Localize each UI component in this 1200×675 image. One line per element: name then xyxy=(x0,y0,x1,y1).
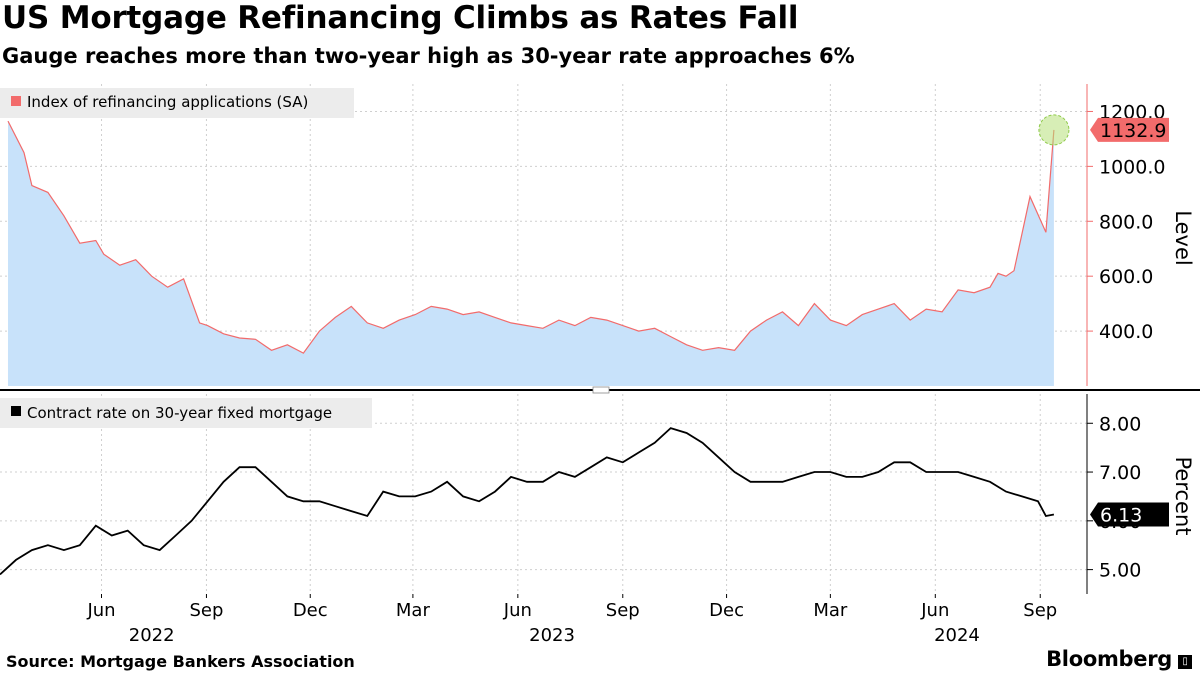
x-tick-label: Sep xyxy=(606,600,640,621)
x-year-label: 2024 xyxy=(934,625,980,646)
x-tick-label: Sep xyxy=(1023,600,1057,621)
rate-tick-label: 8.00 xyxy=(1099,413,1141,435)
rate-line xyxy=(0,427,1055,576)
refi-last-value-label: 1132.9 xyxy=(1100,120,1166,142)
rate-last-value-tag xyxy=(1090,502,1169,527)
x-year-label: 2022 xyxy=(129,625,175,646)
x-tick-label: Mar xyxy=(813,600,848,621)
refi-legend-box xyxy=(0,88,354,118)
refi-tick-label: 400.0 xyxy=(1099,321,1153,343)
x-tick-label: Mar xyxy=(396,600,431,621)
rate-legend-label: Contract rate on 30-year fixed mortgage xyxy=(27,404,332,422)
refi-axis-title: Level xyxy=(1171,210,1195,265)
rate-last-value-label: 6.13 xyxy=(1100,504,1142,526)
rate-axis-title: Percent xyxy=(1171,456,1195,535)
rate-tick-label: 5.00 xyxy=(1099,560,1141,582)
x-tick-label: Dec xyxy=(293,600,328,621)
rate-legend-box xyxy=(0,398,372,428)
refi-tick-label: 600.0 xyxy=(1099,266,1153,288)
refi-legend-label: Index of refinancing applications (SA) xyxy=(27,93,308,111)
refi-tick-label: 800.0 xyxy=(1099,211,1153,233)
x-tick-label: Dec xyxy=(709,600,744,621)
brand-name: Bloomberg xyxy=(1046,647,1172,671)
refi-line xyxy=(7,120,1055,354)
highlight-circle xyxy=(1038,114,1070,146)
brand-logo: Bloomberg ▯ xyxy=(1046,647,1192,671)
x-tick-label: Jun xyxy=(920,600,949,621)
chart-subtitle: Gauge reaches more than two-year high as… xyxy=(2,44,855,68)
x-tick-label: Jun xyxy=(503,600,532,621)
panel-divider-handle xyxy=(592,386,610,394)
rate-legend-swatch xyxy=(11,406,21,416)
x-tick-label: Jun xyxy=(86,600,115,621)
source-note: Source: Mortgage Bankers Association xyxy=(6,652,355,671)
chart-title: US Mortgage Refinancing Climbs as Rates … xyxy=(2,0,799,36)
refi-legend-swatch xyxy=(11,96,21,106)
rate-tick-label: 7.00 xyxy=(1099,462,1141,484)
terminal-icon: ▯ xyxy=(1178,655,1192,669)
refi-area xyxy=(7,121,1054,386)
x-tick-label: Sep xyxy=(189,600,223,621)
refi-tick-label: 1000.0 xyxy=(1099,156,1165,178)
refi-last-value-tag xyxy=(1090,117,1169,142)
x-year-label: 2023 xyxy=(529,625,575,646)
